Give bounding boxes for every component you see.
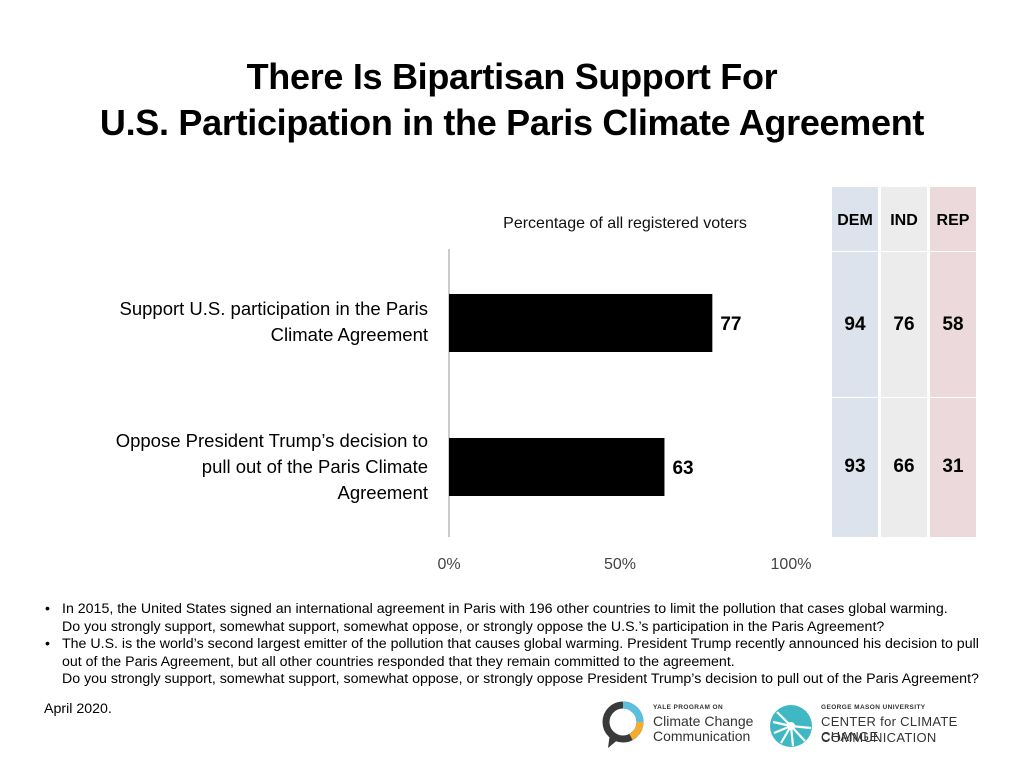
rep-oppose-value: 31 [942,456,964,477]
x-tick-label-1: 50% [604,556,636,573]
dem-column-bg [832,187,878,537]
ind-column-bg [881,187,927,537]
yale-logo-line-1: Climate Change [653,713,754,729]
note-item: The U.S. is the world’s second largest e… [44,636,1004,689]
x-tick-label-0: 0% [437,556,460,573]
dem-header: DEM [837,212,873,229]
category-label-support: Support U.S. participation in the Paris … [119,298,429,345]
gmu-globe-icon [770,705,812,747]
bar-value-label-1: 63 [672,458,693,479]
note-line: out of the Paris Agreement, but all othe… [62,653,735,670]
gmu-logo: GEORGE MASON UNIVERSITY CENTER for CLIMA… [767,700,997,752]
bar-chart: 77 63 0% 50% 100% [437,249,812,573]
yale-logo-line-2: Communication [653,728,751,744]
party-table-divider [832,397,976,398]
note-line: Do you strongly support, somewhat suppor… [62,618,885,635]
yale-speech-bubble-icon [602,701,644,748]
party-table-divider [832,251,976,252]
gmu-logo-line-2: COMMUNICATION [821,730,937,745]
x-tick-label-2: 100% [771,556,812,573]
ind-oppose-value: 66 [893,456,915,477]
rep-support-value: 58 [942,314,964,335]
survey-date: April 2020. [44,701,112,717]
dem-support-value: 94 [844,314,866,335]
yale-logo-small-text: YALE PROGRAM ON [653,704,724,711]
gmu-logo-small-text: GEORGE MASON UNIVERSITY [821,704,926,711]
title-line-2: U.S. Participation in the Paris Climate … [99,102,925,143]
bar-0 [449,294,713,352]
note-line: In 2015, the United States signed an int… [62,601,948,617]
note-line: The U.S. is the world’s second largest e… [62,636,979,652]
chart-subtitle: Percentage of all registered voters [503,215,747,232]
note-item: In 2015, the United States signed an int… [44,601,1004,636]
rep-header: REP [936,212,970,229]
rep-column-bg [930,187,976,537]
category-label-oppose: Oppose President Trump’s decision to pul… [115,430,428,503]
bar-1 [449,438,665,496]
ind-support-value: 76 [893,314,915,335]
bar-value-label-0: 77 [720,314,741,335]
note-line: Do you strongly support, somewhat suppor… [62,671,979,687]
dem-oppose-value: 93 [844,456,866,477]
title-line-1: There Is Bipartisan Support For [246,56,778,97]
gmu-logo-line-1: CENTER for CLIMATE CHANGE [821,714,958,744]
ind-header: IND [890,212,918,229]
page-title: There Is Bipartisan Support For U.S. Par… [0,54,1024,146]
yale-logo: YALE PROGRAM ON Climate Change Communica… [601,700,761,752]
survey-notes: In 2015, the United States signed an int… [44,601,1004,689]
